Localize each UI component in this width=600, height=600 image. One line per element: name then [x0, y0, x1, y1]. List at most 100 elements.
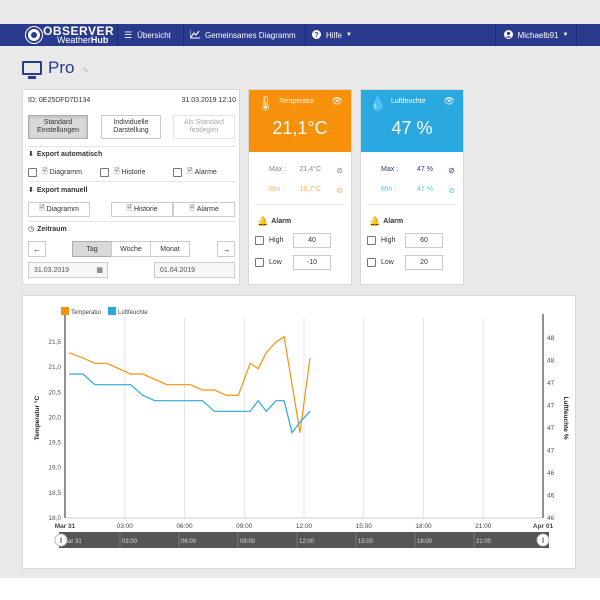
x-tick-label: 21:00: [475, 523, 492, 530]
checkbox[interactable]: [28, 168, 37, 177]
next-period-button[interactable]: →: [217, 241, 235, 257]
export-history-button[interactable]: 🗎 Historie: [111, 202, 173, 217]
nav-item-help[interactable]: ? Hilfe ▼: [305, 24, 358, 46]
nav-item-overview[interactable]: ☰ Übersicht: [117, 24, 177, 46]
sensor-name: Temperatur: [279, 98, 315, 105]
document-icon: 🗎: [126, 205, 132, 212]
export-auto-alarms[interactable]: 🗎 Alarme: [173, 167, 217, 178]
legend-label: Luftfeuchte: [118, 310, 148, 316]
logo-title: OBSERVER: [43, 24, 115, 38]
individual-view-button[interactable]: Individuelle Darstellung: [101, 115, 161, 139]
edit-title-icon[interactable]: ✎: [82, 65, 90, 75]
sensor-card-header: 💧 Luftfeuchte 👁 47 %: [361, 90, 463, 152]
eye-slash-icon[interactable]: ⊘: [336, 186, 343, 195]
bell-icon: 🔔: [257, 216, 269, 226]
top-navbar: OBSERVER WeatherHub ☰ Übersicht Gemeinsa…: [0, 24, 600, 46]
divider: [28, 221, 236, 222]
sensor-value: 21,1°C: [272, 118, 328, 138]
download-icon: ⬇: [28, 151, 34, 158]
svg-text:?: ?: [314, 32, 318, 39]
y2-tick-label: 48: [547, 358, 555, 365]
export-auto-diagram[interactable]: 🗎 Diagramm: [28, 167, 82, 178]
y-tick-label: 19,5: [48, 440, 61, 447]
y2-tick-label: 46: [547, 515, 555, 522]
device-settings-panel: ID: 0E25DFD7D134 31.03.2019 12:10 Standa…: [22, 89, 240, 285]
alarm-low-checkbox[interactable]: [367, 258, 376, 267]
divider: [367, 204, 457, 205]
export-diagram-button[interactable]: 🗎 Diagramm: [28, 202, 90, 217]
navigator-left-handle[interactable]: [54, 533, 68, 547]
navigator-tick-label: 06:00: [181, 539, 197, 545]
divider: [255, 204, 345, 205]
chevron-down-icon: ▼: [562, 32, 569, 38]
alarm-low-row: Low: [255, 258, 282, 267]
legend-swatch: [108, 307, 116, 315]
page-header: Pro ✎: [22, 58, 90, 79]
date-to-field[interactable]: 01.04.2019: [154, 262, 235, 278]
user-menu[interactable]: Michaelb91 ▼: [495, 24, 577, 46]
grip-icon: ‖: [542, 538, 545, 545]
alarm-low-checkbox[interactable]: [255, 258, 264, 267]
arrow-right-icon: →: [221, 244, 231, 254]
tab-day[interactable]: Tag: [72, 241, 112, 257]
sensor-card-humidity: 💧 Luftfeuchte 👁 47 % Max : 47 % ⊘ Min : …: [360, 89, 464, 285]
navigator-right-handle[interactable]: [536, 533, 550, 547]
navigator-tick-label: 18:00: [417, 539, 433, 545]
y2-tick-label: 47: [547, 380, 555, 387]
y-tick-label: 19,0: [48, 465, 61, 472]
sensor-name: Luftfeuchte: [391, 98, 426, 105]
checkbox[interactable]: [100, 168, 109, 177]
tab-month[interactable]: Monat: [150, 241, 190, 257]
series-line-temperature: [68, 335, 311, 433]
alarm-high-checkbox[interactable]: [367, 236, 376, 245]
eye-slash-icon[interactable]: ⊘: [448, 186, 455, 195]
date-from-field[interactable]: 31.03.2019 ▦: [28, 262, 108, 278]
eye-slash-icon[interactable]: ⊘: [448, 166, 455, 175]
alarm-low-row: Low: [367, 258, 394, 267]
nav-item-shared-chart[interactable]: Gemeinsames Diagramm: [183, 24, 302, 46]
logo-subtitle: WeatherHub: [57, 35, 109, 45]
observer-logo[interactable]: OBSERVER WeatherHub: [26, 24, 114, 46]
x-tick-label: 09:00: [236, 523, 253, 530]
alarm-high-row: High: [367, 236, 395, 245]
y2-tick-label: 46: [547, 493, 555, 500]
y-tick-label: 21,0: [48, 364, 61, 371]
y2-tick-label: 47: [547, 403, 555, 410]
alarm-low-input[interactable]: 20: [405, 255, 443, 270]
device-id: ID: 0E25DFD7D134: [28, 97, 91, 104]
checkbox[interactable]: [173, 168, 182, 177]
eye-icon[interactable]: 👁: [331, 96, 343, 106]
navigator-tick-label: 21:00: [476, 539, 492, 545]
timerange-heading: ◷ Zeitraum: [28, 225, 67, 234]
set-as-default-button[interactable]: Als Standard festlegen: [173, 115, 235, 139]
tab-week[interactable]: Woche: [111, 241, 151, 257]
standard-settings-button[interactable]: Standard Einstellungen: [28, 115, 88, 139]
y2-tick-label: 47: [547, 448, 555, 455]
user-name: Michaelb91: [517, 30, 559, 40]
alarm-low-input[interactable]: -10: [293, 255, 331, 270]
series-line-humidity: [69, 373, 311, 435]
x-tick-label: 06:00: [176, 523, 193, 530]
line-chart[interactable]: 21,5 21,0 20,5 20,0 19,5 19,0 18,5 18,0 48 48 47 47…: [23, 296, 577, 570]
sensor-card-header: 🌡 Temperatur 👁 21,1°C: [249, 90, 351, 152]
droplet-icon: 💧: [369, 95, 387, 111]
previous-period-button[interactable]: ←: [28, 241, 46, 257]
export-alarms-button[interactable]: 🗎 Alarme: [173, 202, 235, 217]
export-auto-history[interactable]: 🗎 Historie: [100, 167, 145, 178]
chevron-down-icon: ▼: [346, 32, 352, 38]
navigator-tick-label: 03:00: [122, 539, 138, 545]
x-tick-label: 03:00: [117, 523, 134, 530]
alarm-high-row: High: [255, 236, 283, 245]
eye-icon[interactable]: 👁: [443, 96, 455, 106]
alarm-heading: 🔔 Alarm: [257, 216, 292, 226]
alarm-high-input[interactable]: 60: [405, 233, 443, 248]
alarm-high-checkbox[interactable]: [255, 236, 264, 245]
arrow-left-icon: ←: [32, 244, 42, 254]
alarm-high-input[interactable]: 40: [293, 233, 331, 248]
eye-slash-icon[interactable]: ⊘: [336, 166, 343, 175]
x-tick-label: 15:00: [356, 523, 373, 530]
y-tick-label: 18,5: [48, 490, 61, 497]
user-icon: [503, 29, 513, 41]
calendar-icon[interactable]: ▦: [96, 267, 103, 274]
navigator-tick-label: 12:00: [299, 539, 315, 545]
